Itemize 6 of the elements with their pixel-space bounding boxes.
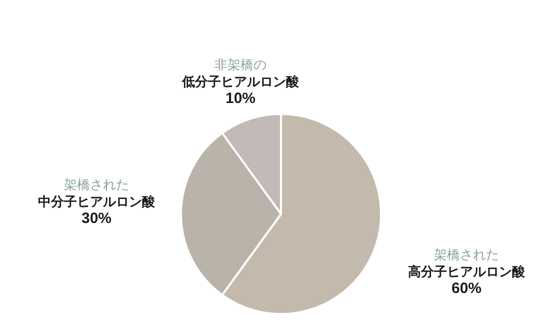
slice-label: 架橋された高分子ヒアルロン酸 — [408, 247, 526, 279]
data-label: 60% — [451, 280, 482, 297]
slice-label: 架橋された中分子ヒアルロン酸 — [38, 177, 156, 209]
slice-label: 非架橋の低分子ヒアルロン酸 — [181, 57, 300, 89]
data-label: 30% — [81, 210, 112, 227]
data-label: 10% — [225, 90, 256, 107]
